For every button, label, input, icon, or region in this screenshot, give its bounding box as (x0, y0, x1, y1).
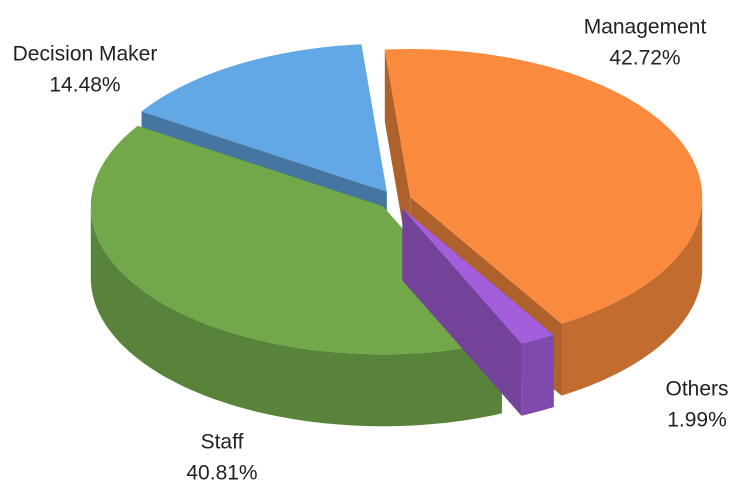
slice-label: Others (665, 378, 728, 401)
slice-label: Decision Maker (13, 43, 158, 66)
slice (384, 49, 703, 324)
slice-wall (561, 197, 703, 396)
slice-value-label: 14.48% (49, 74, 120, 97)
slice-wall (90, 206, 502, 427)
slice (402, 208, 554, 344)
slice (90, 125, 502, 427)
slice-value-label: 42.72% (609, 47, 680, 70)
slice (90, 125, 502, 355)
slice-value-label: 1.99% (667, 409, 727, 432)
slice-wall (521, 335, 554, 416)
slice-label: Staff (201, 431, 244, 454)
slice-side (402, 208, 522, 416)
slice-label: Management (584, 16, 707, 39)
slice-value-label: 40.81% (186, 462, 257, 485)
slice (141, 44, 387, 192)
slice (402, 208, 554, 416)
